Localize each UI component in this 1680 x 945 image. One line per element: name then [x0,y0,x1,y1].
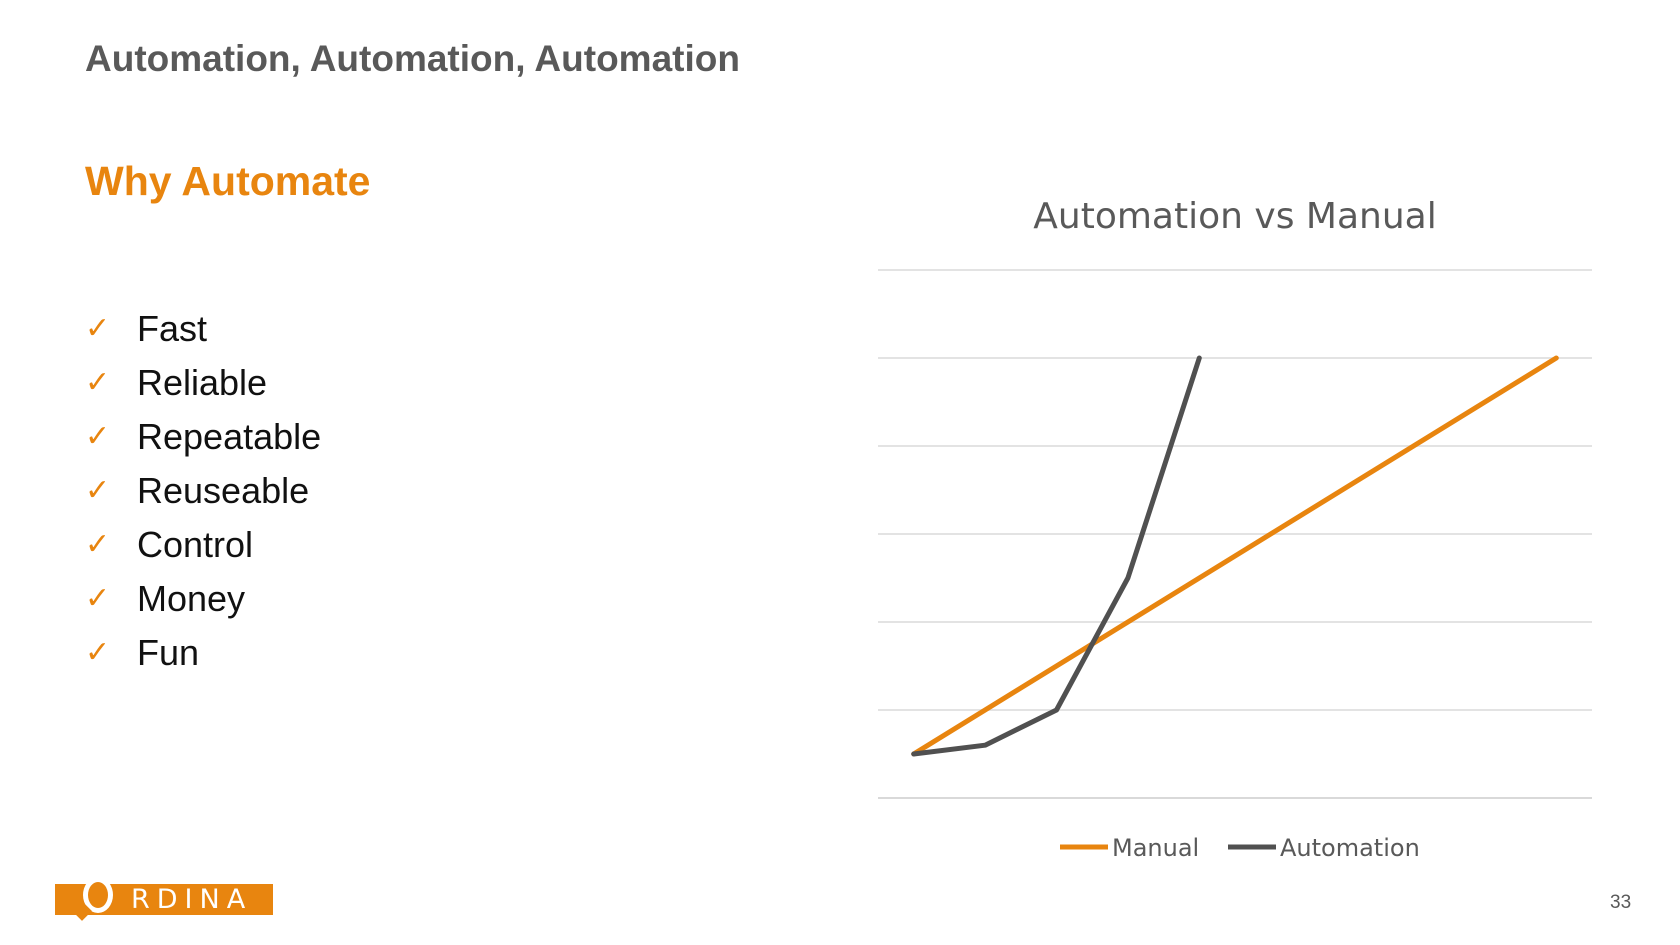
legend-label-manual: Manual [1112,834,1199,862]
ordina-logo: RDINA [55,877,273,915]
list-item-label: Money [137,578,246,619]
check-icon: ✓ [85,365,111,400]
chart-title: Automation vs Manual [1033,196,1436,237]
list-item: ✓ Control [85,518,321,572]
slide-title: Automation, Automation, Automation [85,38,740,79]
logo-ring-icon [83,877,113,913]
list-item-label: Control [137,524,254,565]
page-number: 33 [1610,892,1632,913]
list-item: ✓ Reuseable [85,464,321,518]
list-item-label: Reliable [137,362,268,403]
check-icon: ✓ [85,527,111,562]
list-item-label: Repeatable [137,416,322,457]
list-item: ✓ Reliable [85,356,321,410]
series-line-automation [911,355,1202,757]
check-icon: ✓ [85,419,111,454]
logo-text: RDINA [131,884,253,915]
legend-label-automation: Automation [1280,834,1420,862]
chart-gridlines [878,269,1592,799]
list-item-label: Reuseable [137,470,310,511]
list-item: ✓ Repeatable [85,410,321,464]
list-item-label: Fast [137,308,208,349]
check-icon: ✓ [85,635,111,670]
list-item: ✓ Money [85,572,321,626]
list-item-label: Fun [137,632,200,673]
list-item: ✓ Fast [85,302,321,356]
benefits-checklist: ✓ Fast ✓ Reliable ✓ Repeatable ✓ Reuseable ✓… [85,302,321,680]
list-item: ✓ Fun [85,626,321,680]
chart-legend: Manual Automation [1060,834,1420,862]
check-icon: ✓ [85,473,111,508]
section-heading: Why Automate [85,158,371,204]
series-line-manual [911,355,1559,757]
check-icon: ✓ [85,581,111,616]
check-icon: ✓ [85,311,111,346]
chart-series [911,355,1559,757]
